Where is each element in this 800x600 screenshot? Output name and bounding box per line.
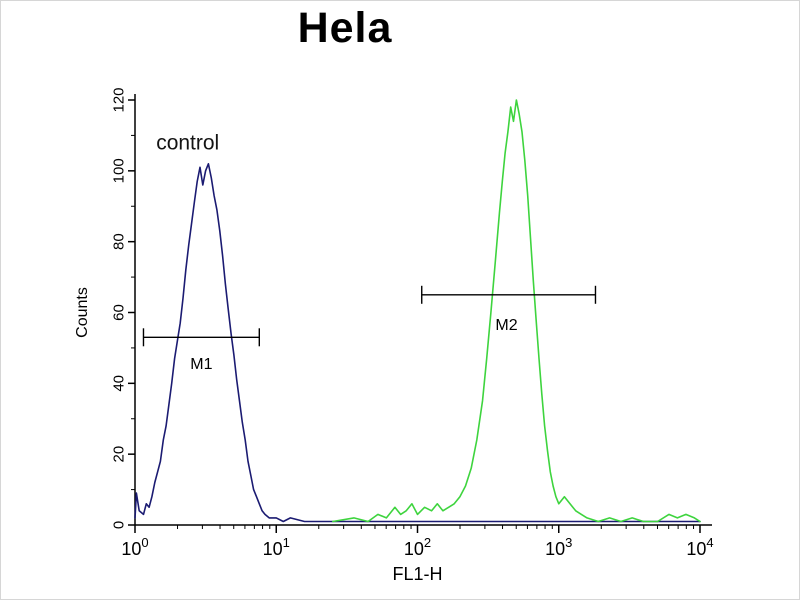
y-tick-label: 40 (111, 375, 128, 392)
x-tick-label: 100 (121, 535, 148, 559)
control-curve (134, 163, 701, 523)
annotation-control: control (156, 132, 219, 155)
y-tick-label: 100 (111, 158, 128, 183)
x-tick-label: 102 (404, 535, 431, 559)
sample-curve (331, 99, 701, 523)
y-tick-label: 80 (111, 233, 128, 250)
y-tick-label: 20 (111, 446, 128, 463)
y-tick-label: 60 (111, 304, 128, 321)
y-axis-title: Counts (74, 287, 91, 338)
x-tick-label: 103 (545, 535, 572, 559)
x-tick-label: 104 (686, 535, 713, 559)
marker-label-m2: M2 (495, 317, 517, 334)
y-tick-label: 0 (111, 521, 128, 529)
chart-title: Hela (297, 4, 393, 52)
marker-m1: M1 (142, 328, 260, 373)
marker-m2: M2 (421, 285, 597, 334)
y-tick-label: 120 (111, 87, 128, 112)
x-axis-title: FL1-H (392, 564, 442, 584)
marker-label-m1: M1 (190, 356, 212, 373)
x-tick-label: 101 (263, 535, 290, 559)
